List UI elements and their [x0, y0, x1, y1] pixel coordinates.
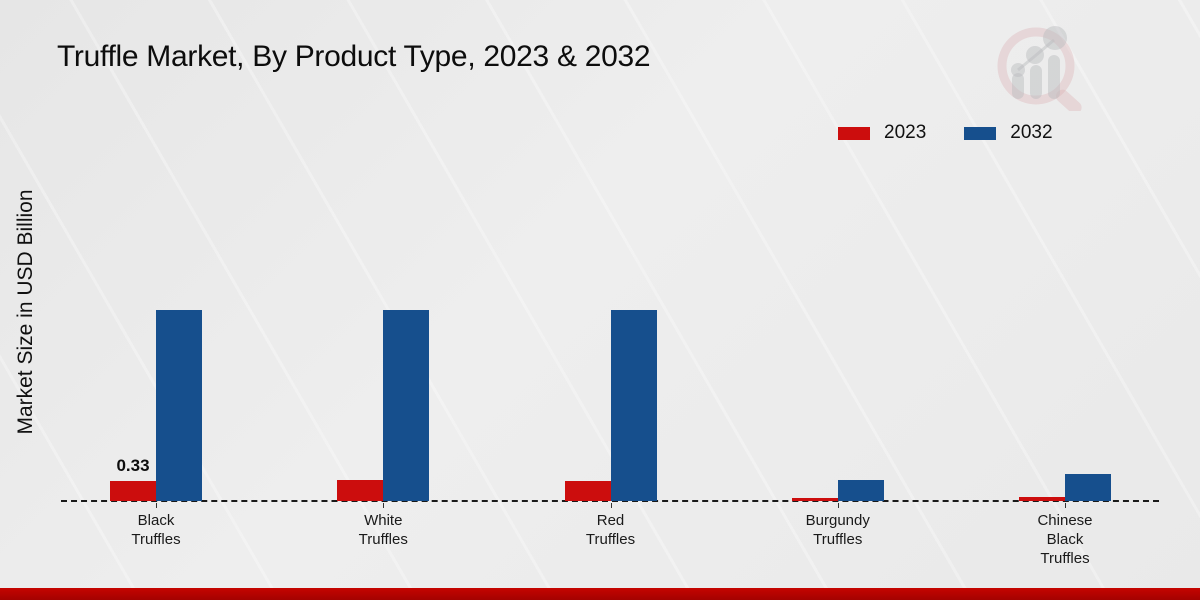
legend-label-2023: 2023 [884, 122, 927, 143]
bar-2032-white-truffles [383, 310, 430, 501]
bar-2023-red-truffles [564, 481, 611, 501]
legend-swatch-2023 [838, 126, 870, 140]
bar-2023-burgundy-truffles [791, 498, 838, 501]
x-axis-dashed-line [61, 500, 1159, 502]
category-label-red-truffles: Red Truffles [585, 512, 636, 548]
bar-2032-burgundy-truffles [837, 480, 884, 501]
legend: 2023 2032 [838, 122, 1053, 144]
x-tick-black-truffles [156, 503, 157, 508]
category-label-chinese-black-truffles: Chinese Black Truffles [1037, 512, 1093, 567]
legend-label-2032: 2032 [1010, 122, 1053, 143]
footer-accent-bar [0, 588, 1200, 600]
bar-2032-black-truffles [156, 310, 202, 501]
magnifier-bar-chart-logo [997, 26, 1082, 111]
category-label-black-truffles: Black Truffles [131, 512, 181, 548]
bar-2032-red-truffles [610, 310, 657, 501]
legend-item-2032: 2032 [964, 122, 1053, 144]
bar-2032-chinese-black-truffles [1065, 474, 1111, 501]
x-tick-chinese-black-truffles [1065, 503, 1066, 508]
x-tick-red-truffles [610, 503, 612, 508]
chart-title: Truffle Market, By Product Type, 2023 & … [57, 40, 651, 73]
category-label-burgundy-truffles: Burgundy Truffles [805, 512, 870, 548]
x-tick-burgundy-truffles [837, 503, 839, 508]
legend-swatch-2032 [964, 126, 997, 140]
legend-item-2023: 2023 [838, 122, 926, 144]
bar-2023-chinese-black-truffles [1019, 497, 1065, 501]
bar-2023-white-truffles [337, 480, 384, 501]
bar-2023-black-truffles [110, 481, 156, 501]
x-tick-white-truffles [383, 503, 385, 508]
bar-value-label: 0.33 [116, 456, 150, 475]
category-label-white-truffles: White Truffles [358, 512, 408, 548]
